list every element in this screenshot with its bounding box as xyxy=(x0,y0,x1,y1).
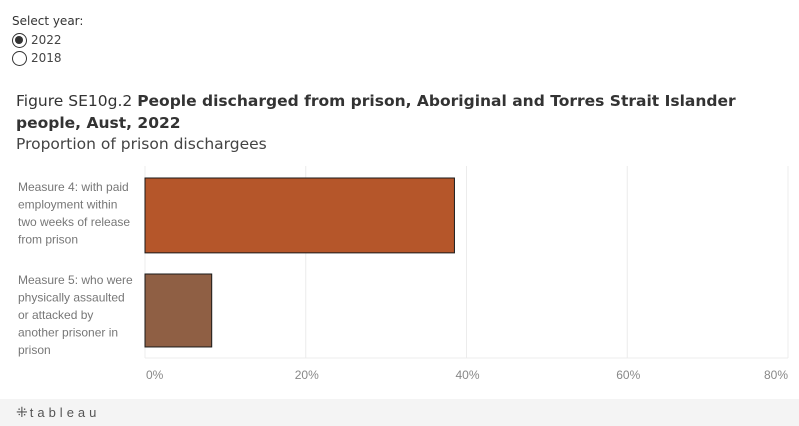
x-tick-label: 40% xyxy=(455,368,479,382)
bar-chart: Measure 4: with paid employment within two… xyxy=(18,166,789,382)
year-option-2018[interactable]: 2018 xyxy=(12,49,83,67)
x-axis-ticks: 0% 20% 40% 60% 80% xyxy=(146,368,788,382)
chart-title: Figure SE10g.2 People discharged from pr… xyxy=(16,90,786,134)
tableau-footer: ⁜ tableau xyxy=(0,399,799,426)
radio-selected-icon[interactable] xyxy=(12,32,27,48)
chart-title-block: Figure SE10g.2 People discharged from pr… xyxy=(16,90,786,153)
year-option-label: 2022 xyxy=(31,33,62,47)
bars xyxy=(144,177,455,348)
tableau-logo[interactable]: ⁜ tableau xyxy=(16,404,100,421)
figure-number: Figure SE10g.2 xyxy=(16,92,133,110)
x-tick-label: 80% xyxy=(764,368,788,382)
x-tick-label: 0% xyxy=(146,368,164,382)
category-label: Measure 5: who were physically assaulted o… xyxy=(18,273,133,357)
year-option-label: 2018 xyxy=(31,51,62,65)
category-label: Measure 4: with paid employment within two… xyxy=(18,180,130,247)
bar[interactable] xyxy=(144,177,455,254)
radio-unselected-icon[interactable] xyxy=(12,50,27,66)
year-option-2022[interactable]: 2022 xyxy=(12,31,83,49)
chart-title-main: People discharged from prison, Aborigina… xyxy=(16,92,736,132)
bar[interactable] xyxy=(144,273,213,348)
x-tick-label: 60% xyxy=(616,368,640,382)
chart-subtitle: Proportion of prison dischargees xyxy=(16,135,267,153)
year-selector-label: Select year: xyxy=(12,14,84,28)
tableau-plus-icon: ⁜ xyxy=(16,404,28,420)
category-labels: Measure 4: with paid employment within two… xyxy=(18,180,133,357)
x-tick-label: 20% xyxy=(295,368,319,382)
tableau-logo-text: tableau xyxy=(29,405,101,420)
year-selector: Select year: 2022 2018 xyxy=(12,14,83,67)
